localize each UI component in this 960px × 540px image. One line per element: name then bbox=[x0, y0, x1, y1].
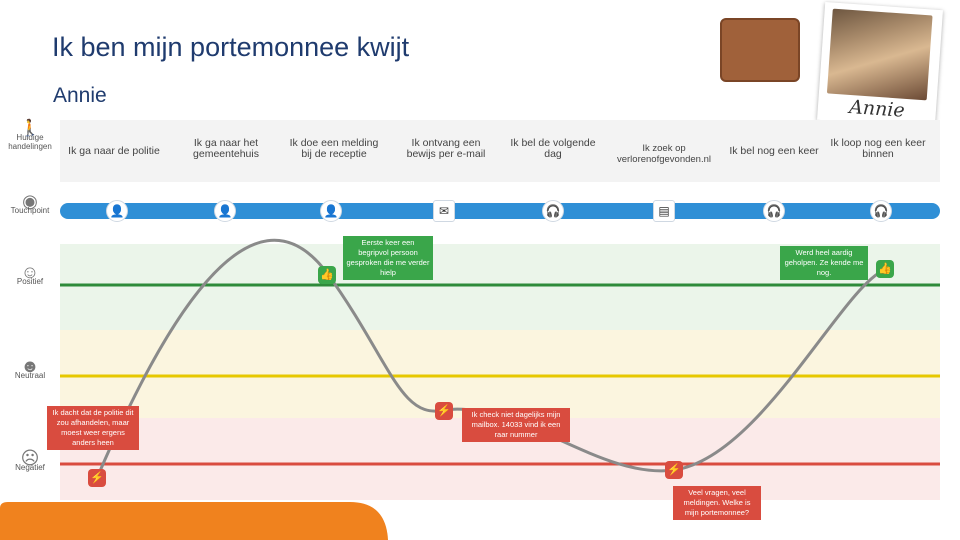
step-5: Ik bel de volgende dag bbox=[510, 137, 596, 160]
lightning-icon: ⚡ bbox=[435, 402, 453, 420]
emotion-curve bbox=[95, 238, 885, 479]
step-1: Ik ga naar de politie bbox=[68, 145, 160, 157]
row-label-touchpoint-text: Touchpoint bbox=[10, 206, 50, 215]
step-7: Ik bel nog een keer bbox=[729, 145, 819, 157]
row-label-positive: ☺ Positief bbox=[0, 262, 60, 286]
row-label-actions: 🚶 Huidige handelingen bbox=[0, 120, 60, 152]
note-mailbox: Ik check niet dagelijks mijn mailbox. 14… bbox=[462, 408, 570, 442]
lightning-icon: ⚡ bbox=[665, 461, 683, 479]
target-icon: ◉ bbox=[22, 191, 38, 211]
thumbs-up-icon: 👍 bbox=[876, 260, 894, 278]
row-label-actions-text: Huidige handelingen bbox=[8, 133, 52, 151]
frown-icon: ☹ bbox=[20, 448, 40, 468]
person-icon: 👤 bbox=[106, 200, 128, 222]
step-6: Ik zoek op verlorenofgevonden.nl bbox=[616, 143, 711, 165]
step-3: Ik doe een melding bij de receptie bbox=[289, 137, 379, 160]
note-reception: Eerste keer een begripvol persoon gespro… bbox=[343, 236, 433, 280]
thumbs-up-icon: 👍 bbox=[318, 266, 336, 284]
step-8: Ik loop nog een keer binnen bbox=[830, 137, 926, 160]
headset-icon: 🎧 bbox=[763, 200, 785, 222]
wallet-image bbox=[720, 18, 800, 82]
person-icon: 👤 bbox=[320, 200, 342, 222]
step-2: Ik ga naar het gemeentehuis bbox=[193, 137, 259, 160]
step-4: Ik ontvang een bewijs per e-mail bbox=[406, 137, 486, 160]
web-icon: ▤ bbox=[653, 200, 675, 222]
persona-name: Annie bbox=[53, 84, 107, 107]
walker-icon: 🚶 bbox=[20, 120, 40, 137]
row-label-neutral-text: Neutraal bbox=[14, 371, 46, 380]
lightning-icon: ⚡ bbox=[88, 469, 106, 487]
note-walkin: Werd heel aardig geholpen. Ze kende me n… bbox=[780, 246, 868, 280]
row-label-negative: ☹ Negatief bbox=[0, 448, 60, 472]
note-police: Ik dacht dat de politie dit zou afhandel… bbox=[47, 406, 139, 450]
email-icon: ✉ bbox=[433, 200, 455, 222]
person-icon: 👤 bbox=[214, 200, 236, 222]
neutral-face-icon: ☻ bbox=[20, 356, 40, 376]
touchpoint-timeline bbox=[60, 203, 940, 219]
row-label-negative-text: Negatief bbox=[15, 463, 45, 472]
row-label-touchpoint: ◉ Touchpoint bbox=[0, 191, 60, 215]
row-label-positive-text: Positief bbox=[16, 277, 44, 286]
actions-band bbox=[60, 120, 940, 182]
page-title: Ik ben mijn portemonnee kwijt bbox=[52, 32, 410, 62]
headset-icon: 🎧 bbox=[870, 200, 892, 222]
smile-icon: ☺ bbox=[20, 262, 40, 282]
headset-icon: 🎧 bbox=[542, 200, 564, 222]
orange-corner-shape bbox=[0, 502, 388, 540]
row-label-neutral: ☻ Neutraal bbox=[0, 356, 60, 380]
note-website: Veel vragen, veel meldingen. Welke is mi… bbox=[673, 486, 761, 520]
